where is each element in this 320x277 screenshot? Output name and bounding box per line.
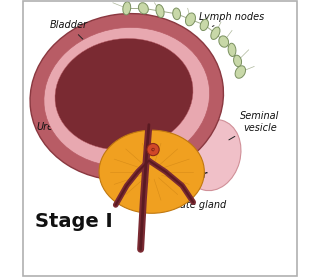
Ellipse shape <box>228 43 236 57</box>
Ellipse shape <box>234 55 242 67</box>
Text: Tumor: Tumor <box>162 151 207 179</box>
Circle shape <box>147 143 159 156</box>
Text: Stage I: Stage I <box>35 212 113 231</box>
Text: Bladder: Bladder <box>50 20 97 53</box>
Ellipse shape <box>211 27 220 39</box>
Text: Lymph nodes: Lymph nodes <box>199 12 265 27</box>
Ellipse shape <box>173 8 180 20</box>
Ellipse shape <box>184 120 241 191</box>
Ellipse shape <box>235 66 245 78</box>
Text: Prostate gland: Prostate gland <box>155 184 226 210</box>
Ellipse shape <box>44 27 210 166</box>
Ellipse shape <box>123 2 131 15</box>
Ellipse shape <box>200 19 209 30</box>
Ellipse shape <box>156 4 164 18</box>
Text: Seminal
vesicle: Seminal vesicle <box>229 111 279 140</box>
Ellipse shape <box>99 130 204 213</box>
Ellipse shape <box>186 13 196 26</box>
Ellipse shape <box>139 3 148 14</box>
Text: Urethra: Urethra <box>36 122 121 133</box>
Ellipse shape <box>30 14 223 180</box>
Ellipse shape <box>55 39 193 150</box>
Ellipse shape <box>219 36 228 47</box>
